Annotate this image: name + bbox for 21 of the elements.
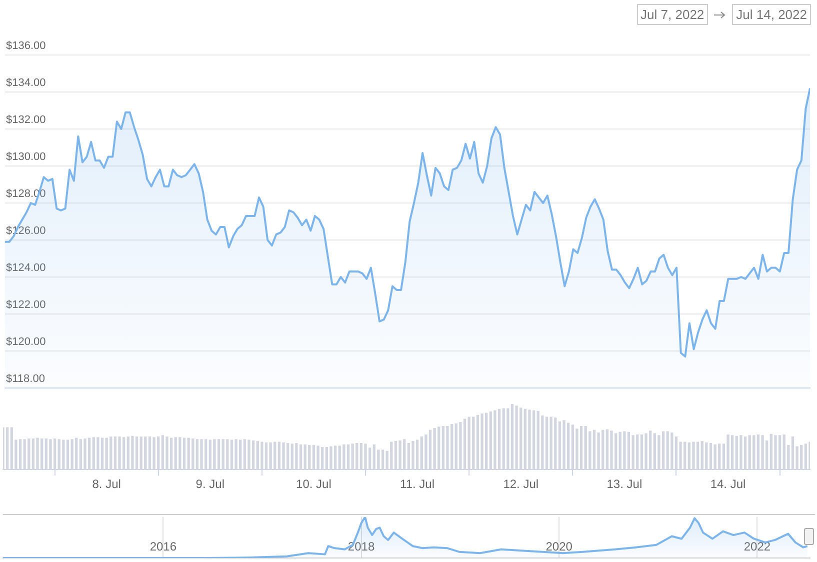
y-tick-label: $134.00 [6,77,46,90]
x-tick-label: 2018 [348,540,375,554]
y-tick-label: $120.00 [6,336,46,348]
y-tick-label: $124.00 [6,262,46,274]
y-tick-label: $122.00 [6,299,46,312]
x-tick-label: 11. Jul [400,477,435,492]
y-tick-label: $130.00 [6,151,46,164]
x-tick-label: 14. Jul [710,477,746,492]
text: Jul 14, 2022 [732,4,811,25]
x-tick-label: 9. Jul [196,477,224,492]
x-tick-label: 12. Jul [503,477,539,492]
x-tick-label: 10. Jul [296,477,332,492]
y-tick-label: $132.00 [6,114,46,126]
x-tick-label: 8. Jul [92,477,121,492]
y-tick-label: $118.00 [6,373,45,386]
x-tick-label: 2022 [744,540,771,554]
x-tick-label: 13. Jul [606,477,642,492]
x-tick-label: 2016 [150,540,177,554]
text: Jul 7, 2022 [636,4,708,25]
x-tick-label: 2020 [546,540,573,554]
y-tick-label: $136.00 [6,40,46,52]
